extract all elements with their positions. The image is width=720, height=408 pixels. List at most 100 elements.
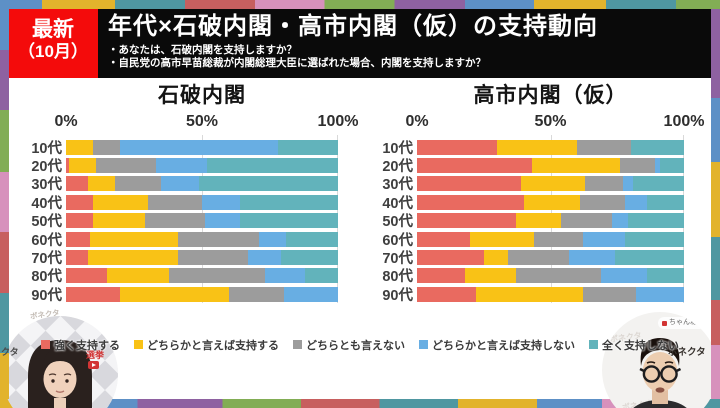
channel-button-label: ちゃんね: [669, 319, 697, 326]
stacked-bar: [66, 268, 338, 284]
bar-segment: [470, 231, 535, 247]
chart-legend: 強く支持する どちらかと言えば支持する どちらとも言えない どちらかと言えば支持しない…: [0, 336, 720, 354]
bar-segment: [515, 213, 562, 229]
bar-segment: [417, 176, 522, 192]
age-group-label: 50代: [31, 214, 62, 231]
bar-segment: [561, 213, 612, 229]
bar-segment: [646, 268, 684, 284]
age-group-label: 10代: [382, 140, 413, 157]
x-tick-50: 50%: [534, 113, 567, 130]
age-group-label: 70代: [31, 251, 62, 268]
bar-segment: [106, 268, 170, 284]
legend-label: どちらかと言えば支持しない: [432, 339, 575, 352]
x-tick-50: 50%: [185, 113, 219, 130]
age-group-label: 10代: [31, 140, 62, 157]
bar-segment: [66, 176, 88, 192]
bar-segment: [577, 139, 631, 155]
bar-segment: [633, 176, 684, 192]
bar-segment: [585, 176, 623, 192]
bar-segment: [66, 231, 91, 247]
channel-button: ちゃんね: [658, 317, 710, 329]
bar-segment: [417, 286, 476, 302]
bar-segment: [95, 158, 156, 174]
bar-segment: [569, 250, 615, 266]
bar-segment: [579, 194, 626, 210]
age-group-label: 40代: [31, 195, 62, 212]
bar-segment: [66, 286, 121, 302]
x-axis: 0% 50% 100%: [54, 110, 358, 138]
x-axis: 0% 50% 100%: [405, 110, 704, 138]
stacked-bar: [66, 286, 338, 302]
bar-segment: [66, 158, 69, 174]
frame-strip-top: [0, 0, 720, 9]
chart-row: 40代: [373, 193, 684, 212]
badge-line1: 最新: [32, 18, 74, 41]
bar-segment: [66, 268, 107, 284]
legend-label: 全く支持しない: [602, 339, 679, 352]
bar-segment: [627, 213, 684, 229]
bar-segment: [177, 250, 249, 266]
x-tick-100: 100%: [663, 113, 705, 130]
age-group-label: 80代: [31, 269, 62, 286]
channel-dot-icon: [662, 320, 667, 326]
legend-label: どちらかと言えば支持する: [147, 339, 279, 352]
bar-segment: [144, 213, 205, 229]
bar-segment: [497, 139, 578, 155]
chart-row: 60代: [22, 230, 338, 249]
bar-segment: [199, 176, 338, 192]
legend-item: どちらかと言えば支持する: [134, 337, 279, 353]
age-group-label: 90代: [382, 287, 413, 304]
stacked-bar: [417, 286, 684, 302]
chart-takaichi-cabinet: 高市内閣（仮） 0% 50% 100% 10代 20代 30代 40代 50代 60代 70…: [373, 84, 704, 304]
play-icon: [88, 361, 99, 369]
chart-row: 50代: [373, 212, 684, 230]
age-group-label: 50代: [382, 214, 413, 231]
bar-segment: [120, 286, 230, 302]
chart-row: 70代: [22, 248, 338, 268]
bar-segment: [240, 213, 338, 229]
age-group-label: 60代: [31, 232, 62, 249]
bar-segment: [207, 158, 338, 174]
bar-segment: [66, 250, 88, 266]
bar-segment: [229, 286, 284, 302]
page-title: 年代×石破内閣・高市内閣（仮）の支持動向: [108, 13, 599, 40]
bar-segment: [93, 139, 121, 155]
presenter-left-avatar: [28, 340, 92, 408]
stacked-bar: [417, 176, 684, 192]
bar-segment: [87, 176, 115, 192]
bar-segment: [264, 268, 306, 284]
survey-question-1: ・あなたは、石破内閣を支持しますか？: [108, 44, 297, 56]
stacked-bar: [66, 231, 338, 247]
x-tick-0: 0%: [405, 113, 429, 130]
bar-segment: [622, 176, 634, 192]
legend-swatch: [419, 340, 428, 349]
frame-strip-bottom: [0, 399, 720, 408]
bar-segment: [417, 158, 532, 174]
chart-row: 20代: [22, 156, 338, 176]
bar-segment: [625, 194, 647, 210]
right-cam-brand: ボネクタ: [668, 347, 706, 358]
right-webcam: ボネクタ ボネクタ ちゃんね ボネクタ: [602, 312, 718, 408]
legend-item: 強く支持する: [41, 337, 120, 353]
bar-segment: [475, 286, 583, 302]
stacked-bar: [66, 194, 338, 210]
bar-segment: [417, 194, 524, 210]
bar-segment: [515, 268, 602, 284]
chart-row: 10代: [22, 138, 338, 157]
age-group-label: 60代: [382, 232, 413, 249]
age-group-label: 20代: [31, 159, 62, 176]
chart-row: 80代: [373, 267, 684, 285]
bar-segment: [483, 250, 508, 266]
bar-segment: [286, 231, 338, 247]
legend-item: どちらとも言えない: [293, 337, 405, 353]
chart-title: 石破内閣: [158, 84, 246, 107]
stacked-bar: [417, 213, 684, 229]
header-main: 年代×石破内閣・高市内閣（仮）の支持動向 ・あなたは、石破内閣を支持しますか？ …: [98, 9, 712, 78]
bar-segment: [521, 176, 586, 192]
latest-month-badge: 最新 （10月）: [8, 9, 98, 78]
bar-segment: [204, 213, 241, 229]
bar-segment: [534, 231, 583, 247]
bar-segment: [417, 231, 471, 247]
bar-segment: [114, 176, 162, 192]
stacked-bar: [417, 158, 684, 174]
